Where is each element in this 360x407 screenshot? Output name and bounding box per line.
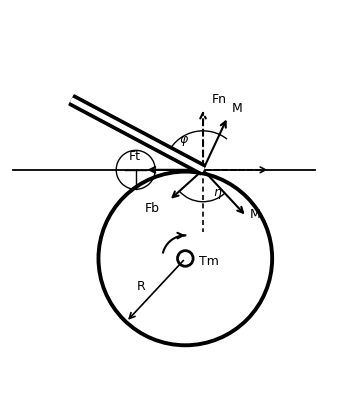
- Polygon shape: [71, 98, 204, 172]
- Text: Fb: Fb: [145, 202, 160, 215]
- Text: M: M: [250, 208, 261, 221]
- Text: Tm: Tm: [199, 256, 219, 269]
- Text: η: η: [213, 186, 221, 199]
- Text: M: M: [231, 102, 242, 115]
- Text: Ft: Ft: [129, 151, 141, 164]
- Text: R: R: [136, 280, 145, 293]
- Text: φ: φ: [179, 133, 188, 146]
- Polygon shape: [69, 95, 206, 175]
- Text: Fn: Fn: [212, 93, 227, 106]
